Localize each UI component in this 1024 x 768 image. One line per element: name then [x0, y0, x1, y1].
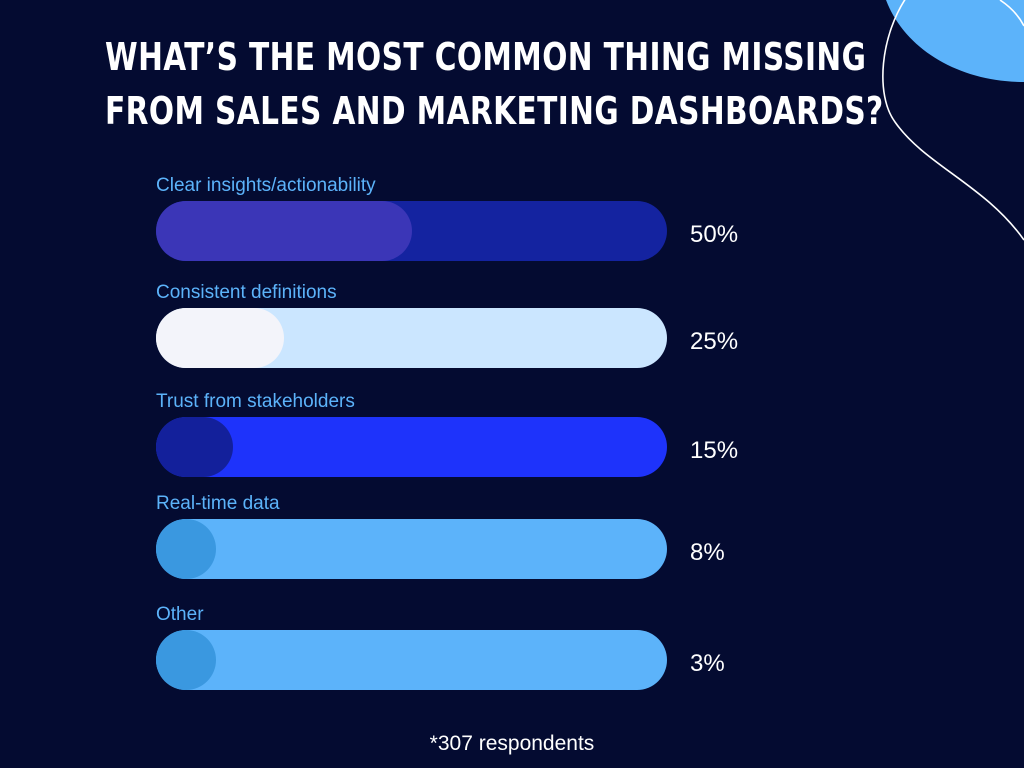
bar-value-label: 15%	[690, 437, 739, 464]
bar-fill	[156, 630, 216, 690]
bar-fill	[156, 417, 233, 477]
bar-label: Real-time data	[156, 493, 280, 514]
bar-track	[156, 630, 667, 690]
bar-track	[156, 519, 667, 579]
bar-fill	[156, 201, 412, 261]
bar-value-label: 50%	[690, 221, 739, 248]
bar-fill	[156, 519, 216, 579]
respondents-footnote: *307 respondents	[429, 732, 595, 755]
bar-value-label: 8%	[690, 539, 725, 566]
bar-fill	[156, 308, 284, 368]
bar-label: Consistent definitions	[156, 282, 337, 303]
bar-track	[156, 417, 667, 477]
bar-label: Clear insights/actionability	[156, 175, 376, 196]
bar-value-label: 25%	[690, 328, 739, 355]
bar-value-label: 3%	[690, 650, 725, 677]
bar-label: Other	[156, 604, 204, 625]
bar-label: Trust from stakeholders	[156, 391, 355, 412]
